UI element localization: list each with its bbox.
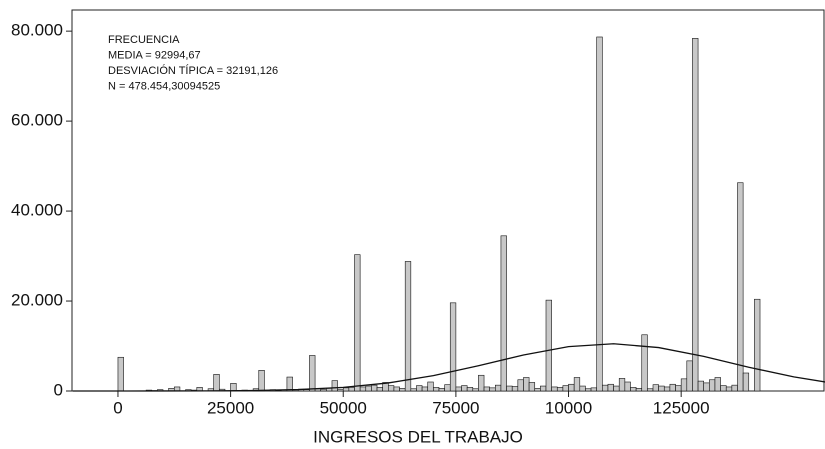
bar [213,374,220,392]
bar [540,385,547,392]
bar [331,380,338,392]
bar [506,385,513,392]
bar [663,386,671,392]
bar [720,385,727,392]
bar [590,387,597,392]
bar [483,386,490,392]
bar [551,386,558,392]
bar [534,388,541,392]
bar [613,385,620,392]
bar [376,387,383,392]
bar [697,380,704,392]
bar [703,382,710,392]
bar [348,387,355,392]
bar [427,381,434,392]
normal-curve [72,343,825,392]
bar [354,254,361,392]
bar [404,261,412,392]
annotation: FRECUENCIA [108,34,180,46]
bar [607,383,614,392]
y-tick-label: 40.000 [11,201,63,220]
bar [545,299,552,392]
bar [669,383,676,392]
bar [556,387,564,392]
bar [489,387,496,392]
bar [371,384,378,392]
bar [286,376,293,392]
bar [455,386,462,392]
bar [117,356,124,392]
bar [725,386,733,392]
bar [258,370,265,392]
x-tick-label: 10000 [545,398,592,417]
bar [478,374,485,392]
bar [641,334,648,392]
bar [647,388,654,392]
y-tick-label: 0 [54,380,63,399]
bar [624,381,631,392]
bar [337,388,344,392]
bar [230,383,237,392]
bar [658,385,665,392]
bar [410,388,417,392]
bar [309,355,316,392]
bar [754,298,761,392]
annotation: MEDIA = 92994,67 [108,49,201,61]
bar [444,384,451,392]
bar [573,377,581,392]
x-axis-title: INGRESOS DEL TRABAJO [313,427,523,446]
bar [562,385,569,392]
x-tick-label: 25000 [207,398,254,417]
bar [686,360,693,392]
x-tick-label: 50000 [320,398,367,417]
bar [692,38,699,392]
bar [602,384,609,392]
bar [742,372,750,392]
bar [585,388,592,392]
bar [393,386,400,392]
x-tick-label: 0 [113,398,122,417]
y-tick-label: 60.000 [11,111,63,130]
y-tick-label: 80.000 [11,21,63,40]
y-tick-label: 20.000 [11,291,63,310]
bar [652,384,659,392]
bar [579,385,586,392]
bar [618,378,626,392]
bar [387,385,395,392]
bar [680,378,688,392]
bar [449,302,457,392]
bar [511,386,519,392]
bar [461,385,468,392]
x-tick-label: 125000 [653,398,710,417]
bar [416,385,423,392]
bar [421,386,429,392]
bar [466,387,474,392]
bar [365,385,372,392]
x-tick-label: 75000 [432,398,479,417]
bar [737,182,744,392]
bar [675,385,682,392]
bar [495,384,502,392]
bar [399,388,406,392]
bar [709,379,716,392]
bar [596,36,603,392]
bar [517,379,524,392]
annotation: DESVIACIÓN TÍPICA = 32191,126 [108,64,278,77]
bar [342,387,350,392]
bar [568,383,575,392]
bar [472,388,479,392]
annotation: N = 478.454,30094525 [108,80,220,92]
bar [714,377,721,392]
bar [433,387,440,392]
bar [320,389,327,392]
bar [528,382,536,392]
bar [731,384,738,392]
bar [635,388,643,392]
bar [630,387,637,392]
bar [359,386,367,392]
bar [438,388,445,392]
bar [523,377,530,392]
bar [500,235,507,392]
